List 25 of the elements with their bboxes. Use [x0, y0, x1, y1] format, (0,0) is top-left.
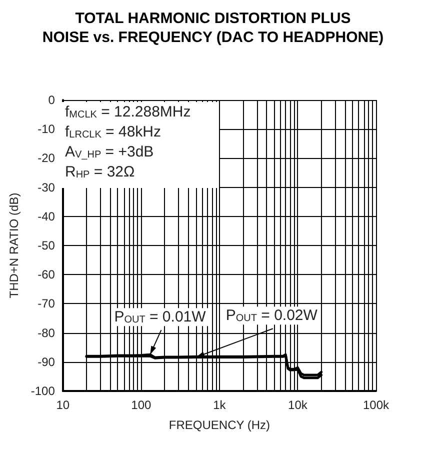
chart-title: TOTAL HARMONIC DISTORTION PLUS NOISE vs. FREQUENCY (DAC TO HEADPHONE): [42, 10, 384, 46]
text: POUT = 0.02W: [226, 307, 318, 324]
y-tick-label: -10: [38, 122, 56, 136]
x-tick-label: 10: [56, 398, 70, 412]
y-tick-label: -20: [38, 151, 56, 166]
annotation: AV_HP = +3dB: [65, 144, 154, 160]
annotation: fMCLK = 12.288MHz: [65, 104, 191, 120]
y-tick-label: -90: [38, 354, 56, 369]
y-axis-title: THD+N RATIO (dB): [7, 192, 21, 298]
text: POUT = 0.01W: [114, 308, 207, 326]
y-tick-label: -60: [38, 268, 56, 282]
y-tick-label: -40: [38, 209, 56, 224]
annotation: RHP = 32Ω: [65, 164, 135, 180]
y-tick-label: -70: [38, 296, 56, 311]
x-tick-label: 100: [131, 398, 152, 412]
x-tick-label: 1k: [213, 398, 227, 412]
y-tick-label: -30: [38, 180, 56, 194]
y-tick-label: 0: [48, 93, 56, 107]
y-tick-label: -80: [38, 326, 56, 340]
annotation: fLRCLK = 48kHz: [65, 124, 162, 140]
y-tick-label: -100: [30, 384, 56, 398]
x-axis-title: FREQUENCY (Hz): [168, 418, 270, 432]
x-tick-label: 100k: [362, 398, 390, 412]
x-tick-label: 10k: [288, 398, 308, 412]
y-tick-label: -50: [38, 238, 56, 252]
